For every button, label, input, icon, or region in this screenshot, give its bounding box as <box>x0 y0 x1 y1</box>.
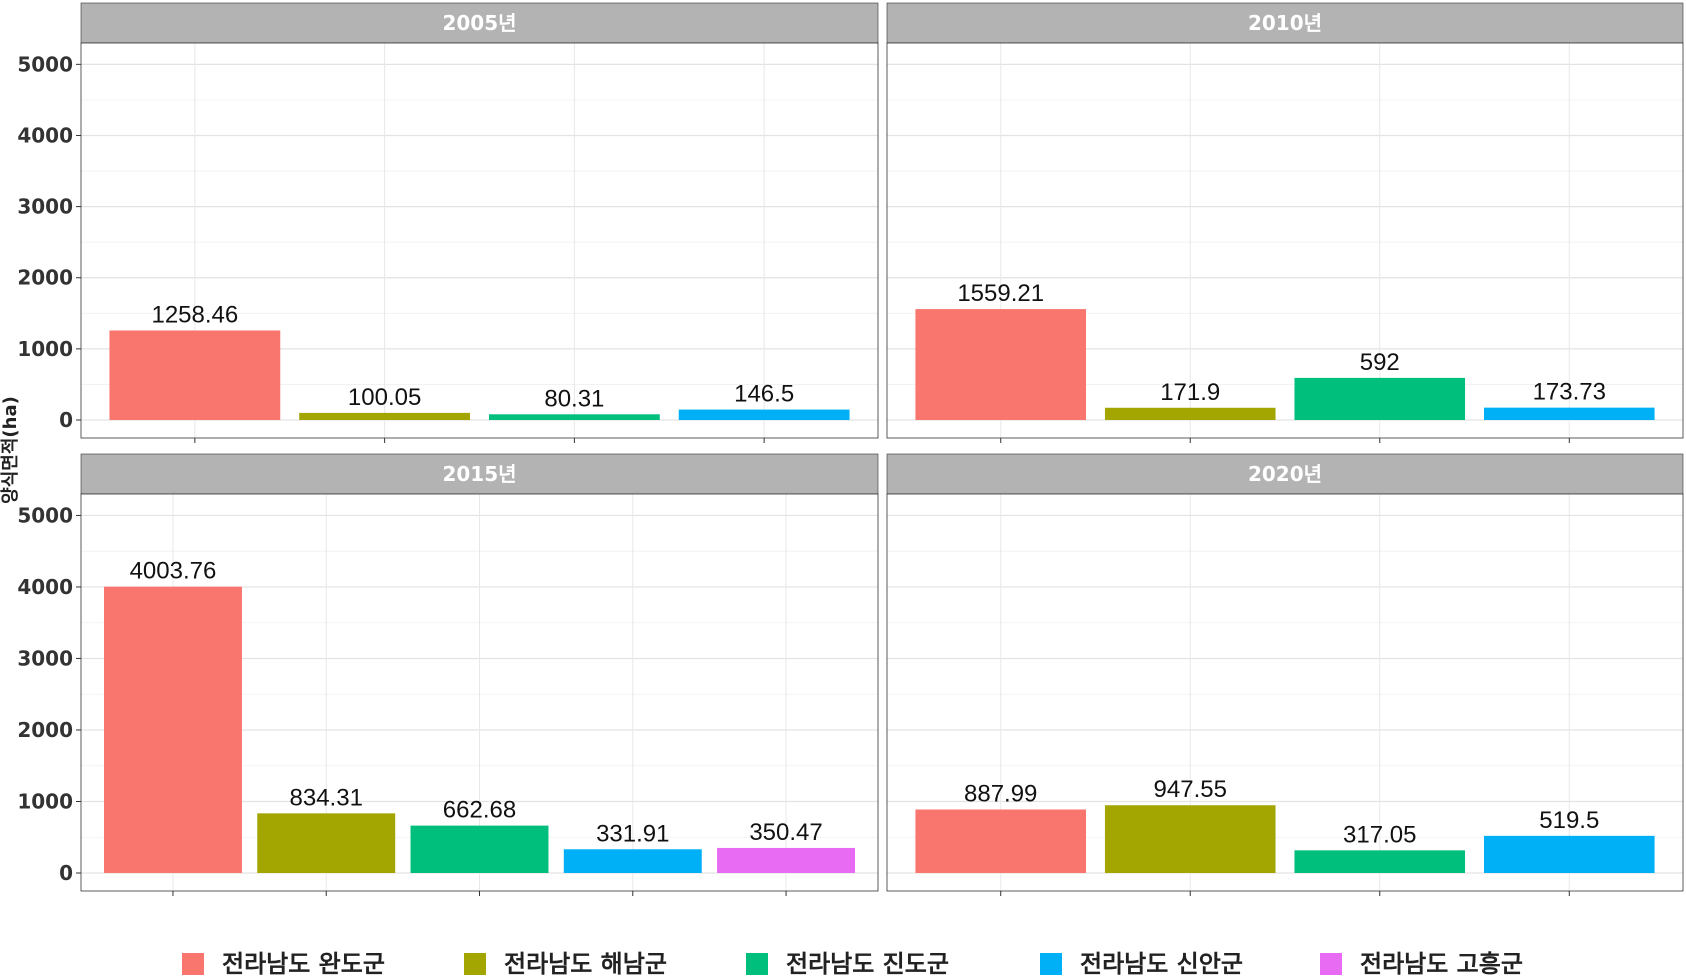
legend-label: 전라남도 신안군 <box>1080 950 1243 978</box>
bar-value-label: 662.68 <box>443 797 516 824</box>
bar-value-label: 947.55 <box>1154 776 1227 803</box>
bar-value-label: 171.9 <box>1160 379 1220 406</box>
bar <box>1294 850 1466 873</box>
bar-value-label: 317.05 <box>1343 821 1416 848</box>
legend-item: 전라남도 완도군 <box>182 950 385 978</box>
panel-border <box>80 42 879 439</box>
y-tick-label: 0 <box>59 861 73 885</box>
bar <box>563 849 702 873</box>
bar <box>109 330 281 420</box>
y-axis-label: 양식면적(ha) <box>0 396 21 504</box>
facet-title: 2005년 <box>442 11 516 35</box>
y-tick-label: 4000 <box>17 575 73 599</box>
legend-swatch <box>182 953 204 975</box>
legend-swatch <box>746 953 768 975</box>
facet-title: 2015년 <box>442 462 516 486</box>
legend-swatch <box>1040 953 1062 975</box>
legend-item: 전라남도 진도군 <box>746 950 949 978</box>
legend-label: 전라남도 고흥군 <box>1360 950 1523 978</box>
bar-value-label: 331.91 <box>596 820 669 847</box>
y-tick-label: 1000 <box>17 789 73 813</box>
bar <box>299 412 471 420</box>
y-tick-label: 1000 <box>17 337 73 361</box>
facet-panels: 2005년 1258.46 100.05 80.31 146.5 0 1000 2000 300… <box>17 2 1684 896</box>
bar <box>1104 805 1276 873</box>
legend-item: 전라남도 신안군 <box>1040 950 1243 978</box>
bar-value-label: 100.05 <box>348 384 421 411</box>
facet-panel: 2015년 4003.76 834.31 662.68 331.91 350.47 0 100… <box>17 453 879 896</box>
legend-swatch <box>1320 953 1342 975</box>
bar-value-label: 4003.76 <box>130 558 217 585</box>
facet-title: 2020년 <box>1248 462 1322 486</box>
bar-value-label: 1258.46 <box>151 301 238 328</box>
facet-title: 2010년 <box>1248 11 1322 35</box>
y-tick-label: 0 <box>59 408 73 432</box>
bar <box>257 813 396 873</box>
facet-strip <box>80 2 879 44</box>
facet-strip <box>80 453 879 495</box>
bar-value-label: 834.31 <box>290 784 363 811</box>
bar-value-label: 1559.21 <box>957 280 1044 307</box>
bar <box>678 409 850 420</box>
bar-value-label: 592 <box>1360 349 1400 376</box>
y-tick-label: 3000 <box>17 646 73 670</box>
bar <box>1484 407 1655 420</box>
bar <box>717 847 856 873</box>
bar <box>1294 377 1466 420</box>
legend-item: 전라남도 해남군 <box>464 950 667 978</box>
legend: 전라남도 완도군 전라남도 해남군 전라남도 진도군 전라남도 신안군 전라남도 고흥군 <box>182 950 1523 978</box>
bar-value-label: 173.73 <box>1533 379 1606 406</box>
y-tick-label: 2000 <box>17 718 73 742</box>
legend-label: 전라남도 완도군 <box>222 950 385 978</box>
y-tick-label: 2000 <box>17 266 73 290</box>
bar <box>103 586 242 873</box>
bar <box>410 825 549 873</box>
bar <box>1104 407 1276 420</box>
bar <box>915 809 1086 873</box>
bar <box>915 309 1086 420</box>
bar <box>488 414 660 420</box>
panel-border <box>886 493 1684 892</box>
bar-value-label: 519.5 <box>1539 807 1599 834</box>
facet-panel: 2010년 1559.21 171.9 592 173.73 <box>886 2 1684 443</box>
legend-swatch <box>464 953 486 975</box>
y-tick-label: 5000 <box>17 52 73 76</box>
panel-border <box>80 493 879 892</box>
y-tick-label: 4000 <box>17 123 73 147</box>
legend-label: 전라남도 진도군 <box>786 950 949 978</box>
y-tick-label: 3000 <box>17 195 73 219</box>
bar-value-label: 350.47 <box>749 819 822 846</box>
bar-value-label: 887.99 <box>964 781 1037 808</box>
panel-border <box>886 42 1684 439</box>
bar-value-label: 80.31 <box>544 385 604 412</box>
bar <box>1484 835 1655 873</box>
facet-panel: 2020년 887.99 947.55 317.05 519.5 <box>886 453 1684 896</box>
legend-label: 전라남도 해남군 <box>504 950 667 978</box>
legend-item: 전라남도 고흥군 <box>1320 950 1523 978</box>
facet-strip <box>886 453 1684 495</box>
y-tick-label: 5000 <box>17 503 73 527</box>
facet-panel: 2005년 1258.46 100.05 80.31 146.5 0 1000 2000 300… <box>17 2 879 443</box>
bar-value-label: 146.5 <box>734 381 794 408</box>
